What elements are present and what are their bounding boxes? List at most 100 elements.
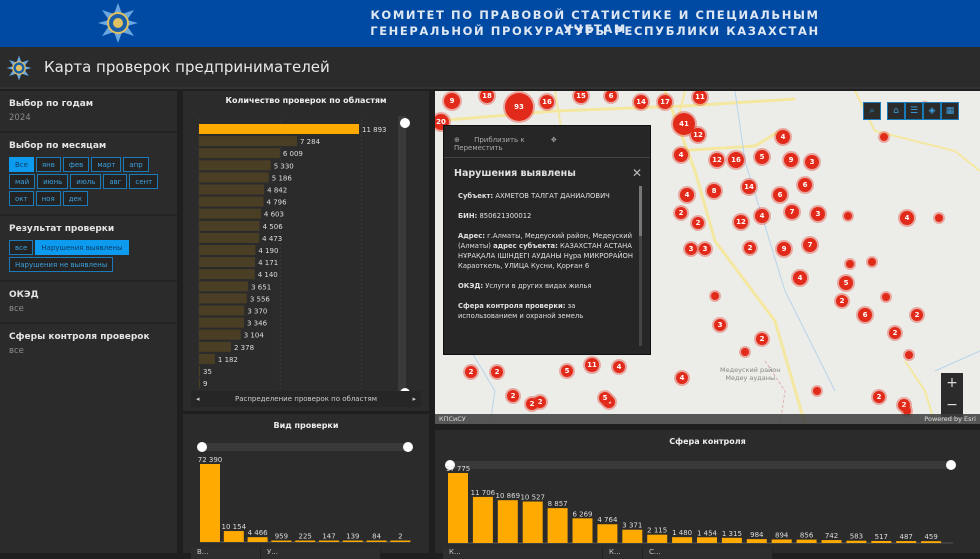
region-bar[interactable] xyxy=(199,317,245,328)
spheres-filter-value[interactable]: все xyxy=(9,346,24,356)
next-arrow-icon[interactable]: ▸ xyxy=(412,395,416,403)
cluster-marker[interactable]: 12 xyxy=(710,153,724,167)
close-icon[interactable]: ✕ xyxy=(631,166,642,180)
type-bar[interactable] xyxy=(295,540,316,543)
type-bar[interactable] xyxy=(342,540,363,543)
zoom-out-button[interactable]: − xyxy=(941,395,963,417)
region-bar[interactable] xyxy=(199,269,255,280)
sphere-bar[interactable] xyxy=(597,524,618,543)
tab-type-2[interactable]: У... xyxy=(261,547,381,559)
month-button-5[interactable]: май xyxy=(9,174,36,189)
cluster-marker[interactable]: 3 xyxy=(811,207,825,221)
sphere-bar[interactable] xyxy=(721,537,742,543)
cluster-marker[interactable]: 3 xyxy=(685,243,697,255)
map-home-button[interactable]: ⌂ xyxy=(887,102,905,120)
cluster-marker[interactable]: 8 xyxy=(707,184,721,198)
sphere-bar[interactable] xyxy=(697,537,717,543)
month-button-3[interactable]: март xyxy=(91,157,122,172)
cluster-marker[interactable]: 41 xyxy=(673,113,695,135)
year-filter-value[interactable]: 2024 xyxy=(9,113,31,123)
type-bar[interactable] xyxy=(200,464,220,542)
region-bar[interactable] xyxy=(199,281,249,292)
cluster-marker[interactable]: 7 xyxy=(785,205,799,219)
zoom-to-action[interactable]: ⊕ Приблизить к xyxy=(454,136,537,144)
region-bar[interactable] xyxy=(199,353,215,364)
cluster-marker[interactable]: 2 xyxy=(692,217,704,229)
attribution-right[interactable]: Powered by Esri xyxy=(924,415,976,423)
cluster-marker[interactable]: 2 xyxy=(465,366,477,378)
sphere-bar[interactable] xyxy=(846,540,867,543)
sphere-bar[interactable] xyxy=(821,540,842,543)
move-action[interactable]: ✥ Переместить xyxy=(454,136,569,152)
point-marker[interactable] xyxy=(711,292,719,300)
year-filter[interactable]: Выбор по годам 2024 xyxy=(0,91,177,133)
cluster-marker[interactable]: 4 xyxy=(900,211,914,225)
sphere-range-track[interactable] xyxy=(448,461,953,469)
cluster-marker[interactable]: 3 xyxy=(699,243,711,255)
cluster-marker[interactable]: 9 xyxy=(784,153,798,167)
point-marker[interactable] xyxy=(813,387,821,395)
sphere-bar[interactable] xyxy=(796,539,817,543)
month-button-4[interactable]: апр xyxy=(123,157,149,172)
result-button-0[interactable]: все xyxy=(9,240,34,255)
sphere-bar[interactable] xyxy=(547,508,568,543)
tab-sphere-2[interactable]: К... xyxy=(603,547,643,559)
cluster-marker[interactable]: 2 xyxy=(756,333,768,345)
region-slider-track[interactable] xyxy=(398,116,406,399)
region-bar[interactable] xyxy=(199,124,359,134)
oked-filter[interactable]: ОКЭД все xyxy=(0,282,177,324)
region-bar[interactable] xyxy=(199,378,200,389)
cluster-marker[interactable]: 12 xyxy=(691,128,705,142)
map-legend-button[interactable]: ☰ xyxy=(905,102,923,120)
slider-handle-top[interactable] xyxy=(400,118,410,128)
region-bar[interactable] xyxy=(199,293,247,304)
point-marker[interactable] xyxy=(741,348,749,356)
cluster-marker[interactable]: 16 xyxy=(728,152,744,168)
tab-type-1[interactable]: В... xyxy=(191,547,261,559)
cluster-marker[interactable]: 4 xyxy=(793,271,807,285)
cluster-marker[interactable]: 18 xyxy=(480,91,494,103)
sphere-bar[interactable] xyxy=(771,539,792,543)
sphere-bar[interactable] xyxy=(448,473,468,543)
zoom-in-button[interactable]: + xyxy=(941,373,963,395)
point-marker[interactable] xyxy=(880,133,888,141)
map-basemap-button[interactable]: ▦ xyxy=(941,102,959,120)
region-bar[interactable] xyxy=(199,208,261,219)
point-marker[interactable] xyxy=(868,258,876,266)
region-bar[interactable] xyxy=(199,220,260,231)
point-marker[interactable] xyxy=(903,407,911,415)
point-marker[interactable] xyxy=(882,293,890,301)
type-bar[interactable] xyxy=(271,540,292,543)
cluster-marker[interactable]: 16 xyxy=(540,95,554,109)
region-bar[interactable] xyxy=(199,257,256,268)
cluster-marker[interactable]: 2 xyxy=(836,295,848,307)
cluster-marker[interactable]: 11 xyxy=(585,358,599,372)
cluster-marker[interactable]: 2 xyxy=(675,207,687,219)
sphere-bar[interactable] xyxy=(746,539,767,543)
cluster-marker[interactable]: 4 xyxy=(776,130,790,144)
cluster-marker[interactable]: 9 xyxy=(777,242,791,256)
sphere-bar[interactable] xyxy=(622,529,643,543)
cluster-marker[interactable]: 3 xyxy=(805,155,819,169)
cluster-marker[interactable]: 17 xyxy=(658,95,672,109)
month-button-0[interactable]: Все xyxy=(9,157,34,172)
cluster-marker[interactable]: 5 xyxy=(599,392,611,404)
cluster-marker[interactable]: 3 xyxy=(714,319,726,331)
cluster-marker[interactable]: 6 xyxy=(773,188,787,202)
cluster-marker[interactable]: 14 xyxy=(634,95,648,109)
cluster-marker[interactable]: 2 xyxy=(889,327,901,339)
cluster-marker[interactable]: 4 xyxy=(755,209,769,223)
type-bar[interactable] xyxy=(319,540,339,543)
month-button-1[interactable]: янв xyxy=(35,157,61,172)
region-bar[interactable] xyxy=(199,232,260,243)
prev-arrow-icon[interactable]: ◂ xyxy=(196,395,200,403)
popup-scrollbar[interactable] xyxy=(639,186,642,346)
sphere-range-handle-right[interactable] xyxy=(946,460,956,470)
sphere-bar[interactable] xyxy=(572,518,593,543)
map-layers-button[interactable]: ◈ xyxy=(923,102,941,120)
sphere-bar[interactable] xyxy=(497,500,518,543)
sphere-bar[interactable] xyxy=(871,540,892,543)
cluster-marker[interactable]: 2 xyxy=(744,242,756,254)
type-range-handle-left[interactable] xyxy=(197,442,207,452)
sphere-range-handle-left[interactable] xyxy=(445,460,455,470)
